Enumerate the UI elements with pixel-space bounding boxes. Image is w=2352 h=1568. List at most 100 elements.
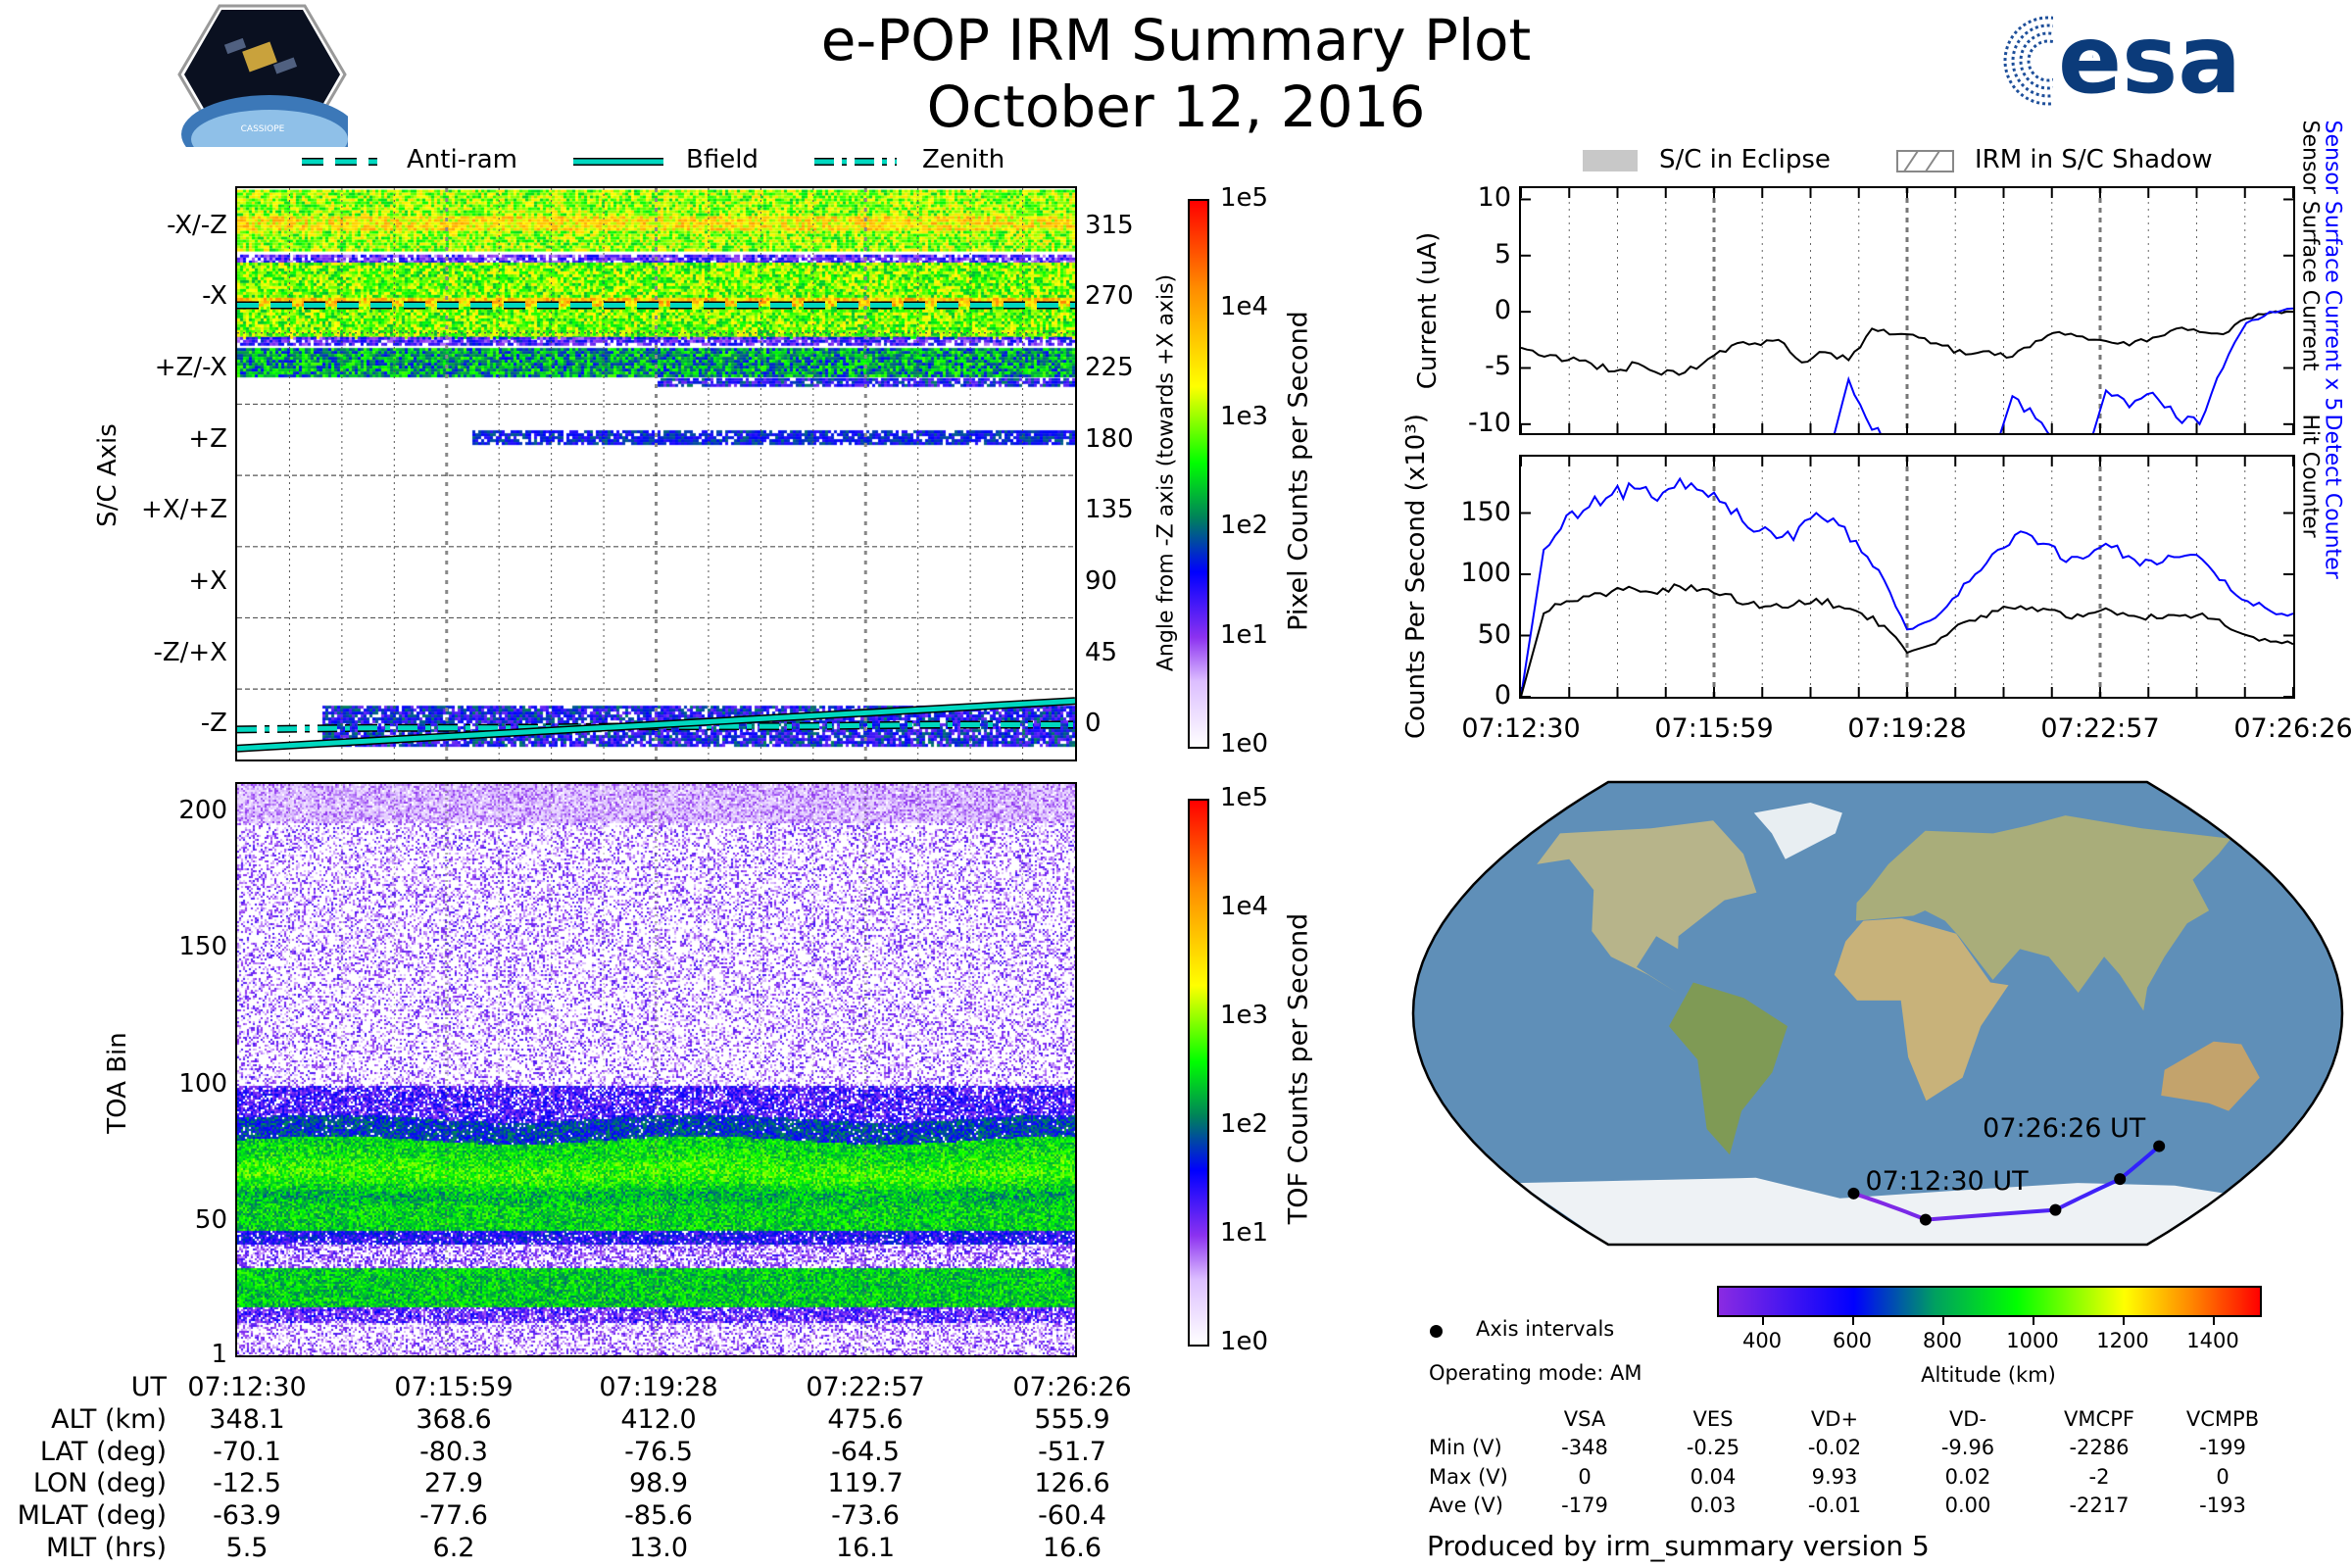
y-tick-label-right: 225: [1085, 353, 1134, 383]
colorbar-tick-label: 1e3: [1220, 1001, 1269, 1030]
cassiope-logo-text: CASSIOPE: [241, 124, 285, 134]
y-tick-label: -Z: [200, 709, 227, 739]
voltage-header: VD+: [1810, 1407, 1859, 1431]
y-tick-label: 100: [178, 1068, 227, 1099]
y-tick-label: -5: [1485, 351, 1511, 382]
altitude-tick: [1762, 1315, 1764, 1325]
altitude-tick: [1852, 1315, 1854, 1325]
ephemeris-row-label: LAT (deg): [39, 1437, 167, 1467]
y-tick-label: 50: [194, 1205, 227, 1236]
x-tick-label: 07:26:26: [2233, 713, 2352, 744]
cassiope-logo: CASSIOPE: [177, 4, 348, 147]
x-tick-label: 07:19:28: [1847, 713, 1967, 744]
ephemeris-value: -63.9: [213, 1500, 281, 1531]
y-tick-label: -X: [202, 281, 227, 312]
ephemeris-value: 348.1: [209, 1404, 285, 1435]
tof-spectrogram-frame: [235, 782, 1077, 1357]
y-tick-label-right: 90: [1085, 566, 1118, 597]
bfield-line: [237, 698, 1075, 752]
ephemeris-value: 119.7: [827, 1468, 904, 1498]
voltage-row-label: Max (V): [1429, 1464, 1508, 1489]
altitude-tick-label: 1000: [2006, 1329, 2059, 1352]
south-america-landmass: [1669, 982, 1788, 1155]
ephemeris-row-label: UT: [130, 1372, 167, 1402]
ephemeris-value: 98.9: [628, 1468, 689, 1498]
y-tick-label: 10: [1477, 182, 1511, 214]
axis-interval-point: [1919, 1213, 1932, 1226]
ephemeris-value: 27.9: [423, 1468, 484, 1498]
voltage-header: VSA: [1563, 1407, 1606, 1431]
legend-zenith: Zenith: [922, 145, 1005, 174]
australia-landmass: [2161, 1041, 2260, 1111]
legend-shadow: IRM in S/C Shadow: [1975, 145, 2213, 174]
ephemeris-value: -73.6: [831, 1500, 900, 1531]
legend-bfield: Bfield: [686, 145, 759, 174]
y-tick-label: +X: [188, 566, 227, 597]
page-title: e-POP IRM Summary Plot: [820, 7, 1532, 74]
page-date: October 12, 2016: [926, 74, 1426, 140]
legend-detect-counter: Detect Counter: [2320, 414, 2345, 579]
voltage-value: -179: [1561, 1494, 1608, 1517]
colorbar-tick-label: 1e4: [1220, 892, 1269, 921]
ephemeris-row-label: ALT (km): [51, 1404, 167, 1435]
ephemeris-value: -77.6: [419, 1500, 488, 1531]
legend-eclipse: S/C in Eclipse: [1659, 145, 1831, 174]
ephemeris-value: -51.7: [1038, 1437, 1106, 1467]
altitude-tick-label: 600: [1832, 1329, 1873, 1352]
y-tick-label-right: 0: [1085, 709, 1102, 739]
voltage-row-label: Ave (V): [1429, 1494, 1503, 1517]
pixel-spectrogram-overlay: [237, 188, 1075, 760]
toa-bin-label: TOA Bin: [103, 1032, 132, 1134]
voltage-header: VD-: [1948, 1407, 1987, 1431]
voltage-value: 0: [2216, 1464, 2230, 1489]
pixel-spectrogram-frame: [235, 186, 1077, 761]
colorbar-tick-label: 1e0: [1220, 729, 1269, 759]
voltage-header: VCMPB: [2185, 1407, 2260, 1431]
greenland-landmass: [1753, 803, 1842, 859]
y-tick-label-right: 315: [1085, 210, 1134, 240]
pixel-colorbar-label: Pixel Counts per Second: [1283, 311, 1314, 631]
voltage-value: 0: [1578, 1464, 1592, 1489]
eclipse-swatch: [1583, 150, 1638, 172]
y-tick-label-right: 180: [1085, 423, 1134, 454]
colorbar-tick-label: 1e4: [1220, 292, 1269, 322]
ephemeris-value: -80.3: [419, 1437, 488, 1467]
ephemeris-row-label: MLT (hrs): [45, 1533, 167, 1563]
current-ylabel: Current (uA): [1413, 231, 1443, 390]
colorbar-tick-label: 1e3: [1220, 401, 1269, 431]
ephemeris-value: 07:26:26: [1012, 1372, 1132, 1402]
y-tick-label: 150: [1460, 496, 1511, 527]
svg-text:esa: esa: [2058, 12, 2241, 110]
hit-counter-line: [1521, 583, 2293, 697]
y-tick-label: 0: [1494, 680, 1511, 710]
ephemeris-value: 555.9: [1034, 1404, 1110, 1435]
axis-intervals-marker-icon: [1430, 1325, 1443, 1338]
ephemeris-value: 368.6: [416, 1404, 492, 1435]
y-tick-label: +X/+Z: [141, 495, 227, 525]
y-tick-label-right: 270: [1085, 281, 1134, 312]
y-tick-label: 0: [1494, 295, 1511, 326]
x-tick-label: 07:12:30: [1461, 713, 1581, 744]
y-tick-label: 200: [178, 795, 227, 825]
counts-frame: [1519, 455, 2295, 699]
y-tick-label: -X/-Z: [167, 210, 227, 240]
legend-hit-counter: Hit Counter: [2297, 414, 2323, 538]
x-tick-label: 07:15:59: [1654, 713, 1774, 744]
ephemeris-value: -76.5: [624, 1437, 693, 1467]
voltage-value: -2217: [2069, 1494, 2130, 1517]
altitude-tick: [1942, 1315, 1944, 1325]
ephemeris-value: -64.5: [831, 1437, 900, 1467]
voltage-header: VMCPF: [2064, 1407, 2134, 1431]
y-tick-label: 50: [1477, 618, 1511, 650]
voltage-value: -0.01: [1807, 1494, 1862, 1517]
altitude-tick: [2213, 1315, 2215, 1325]
colorbar-tick-label: 1e2: [1220, 511, 1269, 541]
eurasia-landmass: [1855, 815, 2231, 1011]
ephemeris-value: 16.6: [1042, 1533, 1102, 1563]
ephemeris-value: -70.1: [213, 1437, 281, 1467]
ephemeris-value: 6.2: [432, 1533, 475, 1563]
pixel-colorbar: [1188, 199, 1209, 749]
y-tick-label: +Z: [188, 423, 227, 454]
map-outline: [1411, 780, 2344, 1247]
footer-text: Produced by irm_summary version 5: [1427, 1530, 1930, 1562]
